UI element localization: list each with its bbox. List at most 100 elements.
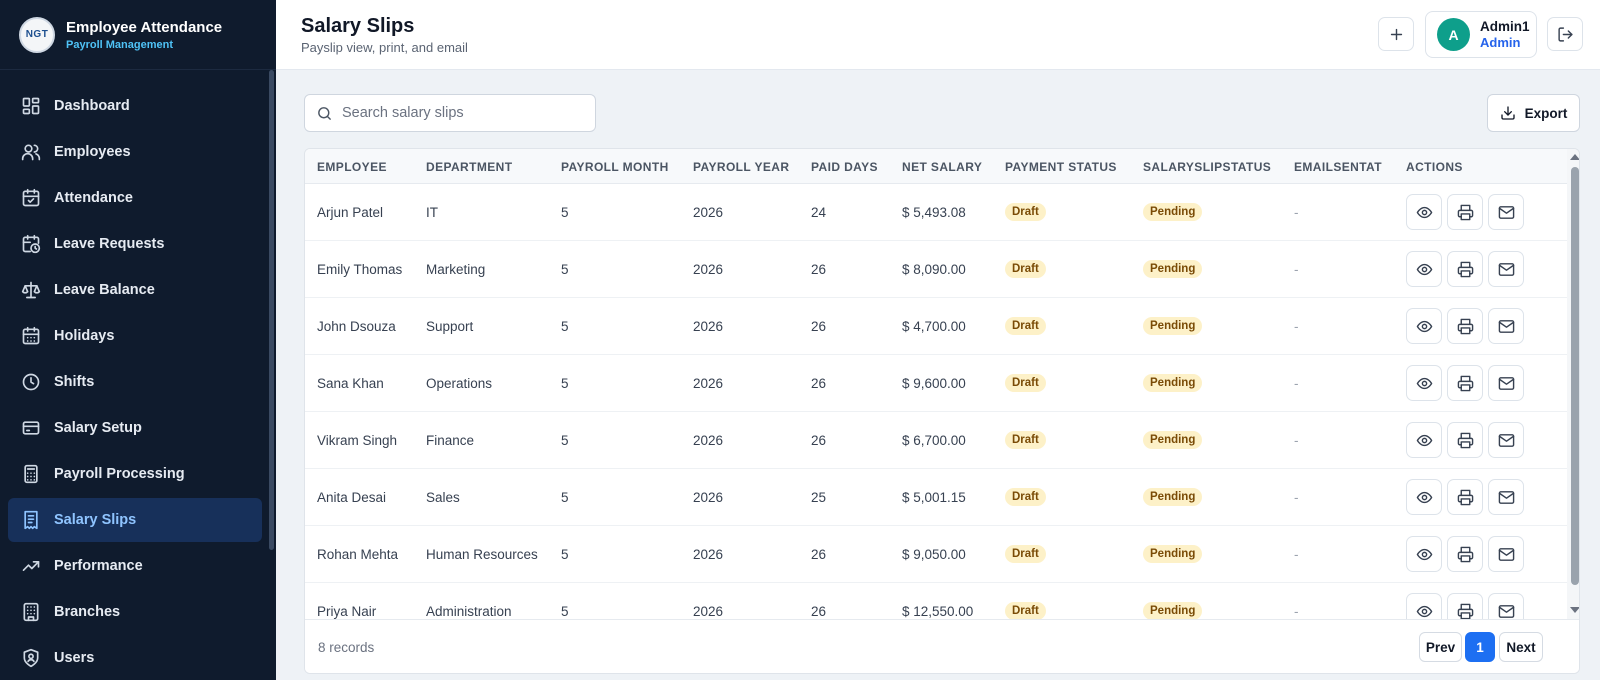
column-header[interactable]: DEPARTMENT <box>426 160 513 174</box>
sidebar-item-leave-requests[interactable]: Leave Requests <box>8 222 262 266</box>
email-button[interactable] <box>1488 365 1524 401</box>
print-button[interactable] <box>1447 308 1483 344</box>
sidebar-item-users[interactable]: Users <box>8 636 262 680</box>
email-button[interactable] <box>1488 308 1524 344</box>
email-button[interactable] <box>1488 422 1524 458</box>
cell-net-salary: $ 12,550.00 <box>902 604 974 619</box>
slip-status-badge: Pending <box>1143 374 1203 392</box>
print-button[interactable] <box>1447 593 1483 619</box>
mail-icon <box>1498 547 1514 561</box>
eye-icon <box>1416 206 1432 218</box>
view-button[interactable] <box>1406 593 1442 619</box>
sidebar-item-label: Salary Setup <box>54 420 142 436</box>
cell-employee: Anita Desai <box>317 490 387 505</box>
cell-net-salary: $ 5,493.08 <box>902 205 966 220</box>
column-header[interactable]: PAYMENT STATUS <box>1005 160 1117 174</box>
payment-status-badge: Draft <box>1005 260 1046 278</box>
cell-net-salary: $ 8,090.00 <box>902 262 966 277</box>
cell-department: Support <box>426 319 474 334</box>
mail-icon <box>1498 262 1514 276</box>
sidebar-item-label: Performance <box>54 558 143 574</box>
email-button[interactable] <box>1488 251 1524 287</box>
export-button[interactable]: Export <box>1487 94 1580 132</box>
view-button[interactable] <box>1406 251 1442 287</box>
sidebar-item-attendance[interactable]: Attendance <box>8 176 262 220</box>
mail-icon <box>1498 319 1514 333</box>
sidebar-item-shifts[interactable]: Shifts <box>8 360 262 404</box>
slip-status-badge: Pending <box>1143 317 1203 335</box>
view-button[interactable] <box>1406 536 1442 572</box>
table-scrollbar[interactable] <box>1567 149 1579 619</box>
column-header[interactable]: SALARYSLIPSTATUS <box>1143 160 1272 174</box>
clock-icon <box>22 373 40 391</box>
payment-status-badge: Draft <box>1005 602 1046 619</box>
sidebar-item-salary-setup[interactable]: Salary Setup <box>8 406 262 450</box>
sidebar-item-salary-slips[interactable]: Salary Slips <box>8 498 262 542</box>
cell-paid-days: 26 <box>811 547 827 562</box>
cell-paid-days: 24 <box>811 205 827 220</box>
eye-icon <box>1416 263 1432 275</box>
print-button[interactable] <box>1447 536 1483 572</box>
table-row: Rohan Mehta Human Resources 5 2026 26 $ 9,050… <box>305 526 1567 583</box>
print-button[interactable] <box>1447 194 1483 230</box>
column-header[interactable]: PAYROLL MONTH <box>561 160 669 174</box>
email-button[interactable] <box>1488 593 1524 619</box>
view-button[interactable] <box>1406 194 1442 230</box>
user-menu[interactable]: A Admin1 Admin <box>1425 11 1537 58</box>
sidebar-item-leave-balance[interactable]: Leave Balance <box>8 268 262 312</box>
column-header[interactable]: PAID DAYS <box>811 160 878 174</box>
export-label: Export <box>1524 105 1568 121</box>
view-button[interactable] <box>1406 365 1442 401</box>
email-button[interactable] <box>1488 479 1524 515</box>
print-button[interactable] <box>1447 251 1483 287</box>
prev-page-button[interactable]: Prev <box>1419 632 1462 662</box>
view-button[interactable] <box>1406 422 1442 458</box>
column-header[interactable]: EMPLOYEE <box>317 160 387 174</box>
column-header[interactable]: EMAILSENTAT <box>1294 160 1382 174</box>
cell-email-sent-at: - <box>1294 262 1299 277</box>
sidebar-item-label: Branches <box>54 604 121 620</box>
logout-button[interactable] <box>1547 17 1583 51</box>
view-button[interactable] <box>1406 479 1442 515</box>
printer-icon <box>1457 204 1473 220</box>
slip-status-badge: Pending <box>1143 431 1203 449</box>
slip-status-badge: Pending <box>1143 203 1203 221</box>
print-button[interactable] <box>1447 479 1483 515</box>
sidebar-item-dashboard[interactable]: Dashboard <box>8 84 262 128</box>
email-button[interactable] <box>1488 536 1524 572</box>
slip-status-badge: Pending <box>1143 260 1203 278</box>
column-header[interactable]: PAYROLL YEAR <box>693 160 790 174</box>
sidebar-item-branches[interactable]: Branches <box>8 590 262 634</box>
sidebar-scrollbar[interactable] <box>269 70 274 550</box>
sidebar-item-employees[interactable]: Employees <box>8 130 262 174</box>
sidebar-item-holidays[interactable]: Holidays <box>8 314 262 358</box>
scroll-thumb[interactable] <box>1571 167 1579 585</box>
scroll-up-arrow[interactable] <box>1570 154 1579 160</box>
search-input[interactable] <box>342 105 582 121</box>
print-button[interactable] <box>1447 422 1483 458</box>
payment-status-badge: Draft <box>1005 317 1046 335</box>
cell-email-sent-at: - <box>1294 547 1299 562</box>
page-1-button[interactable]: 1 <box>1465 632 1495 662</box>
calculator-icon <box>24 464 38 484</box>
cell-email-sent-at: - <box>1294 433 1299 448</box>
cell-department: Marketing <box>426 262 486 277</box>
print-button[interactable] <box>1447 365 1483 401</box>
cell-year: 2026 <box>693 547 724 562</box>
add-button[interactable] <box>1378 17 1414 51</box>
table-row: Emily Thomas Marketing 5 2026 26 $ 8,090.00 Dr… <box>305 241 1567 298</box>
sidebar-item-payroll-processing[interactable]: Payroll Processing <box>8 452 262 496</box>
email-button[interactable] <box>1488 194 1524 230</box>
sidebar-item-performance[interactable]: Performance <box>8 544 262 588</box>
scroll-down-arrow[interactable] <box>1570 607 1579 613</box>
next-page-button[interactable]: Next <box>1499 632 1543 662</box>
eye-icon <box>1416 605 1432 617</box>
view-button[interactable] <box>1406 308 1442 344</box>
cell-employee: Sana Khan <box>317 376 384 391</box>
cell-employee: John Dsouza <box>317 319 396 334</box>
column-header[interactable]: NET SALARY <box>902 160 983 174</box>
user-name: Admin1 <box>1480 19 1530 34</box>
column-header[interactable]: ACTIONS <box>1406 160 1463 174</box>
cell-year: 2026 <box>693 604 724 619</box>
eye-icon <box>1416 377 1432 389</box>
